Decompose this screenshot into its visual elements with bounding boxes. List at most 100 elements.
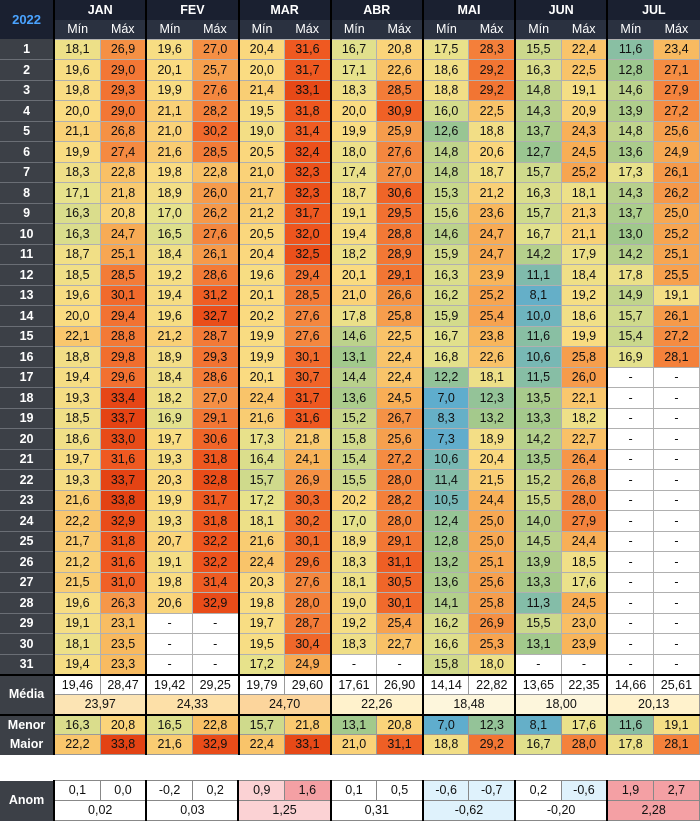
- min-temp-cell: 20,0: [330, 100, 378, 122]
- min-temp-cell: 21,6: [53, 489, 101, 511]
- max-temp-cell: 28,1: [652, 346, 700, 368]
- max-temp-cell: 21,3: [560, 202, 609, 224]
- min-temp-cell: 22,2: [53, 510, 101, 532]
- min-temp-cell: 17,5: [422, 38, 470, 60]
- max-temp-cell: 18,1: [560, 182, 609, 204]
- min-temp-cell: 21,5: [53, 571, 101, 593]
- min-temp-cell: 15,5: [514, 489, 562, 511]
- max-temp-cell: 25,2: [468, 284, 517, 306]
- day-number: 6: [0, 141, 56, 163]
- max-temp-cell: 22,5: [560, 59, 609, 81]
- max-temp-cell: 31,7: [284, 202, 332, 224]
- max-temp-cell: 22,6: [376, 59, 424, 81]
- max-temp-cell: 18,6: [560, 305, 609, 327]
- maior-value: 28,0: [560, 734, 609, 755]
- max-temp-cell: 28,5: [376, 79, 424, 101]
- media-label: Média: [0, 673, 56, 715]
- min-temp-cell: 18,1: [53, 38, 101, 60]
- day-number: 4: [0, 100, 56, 122]
- min-temp-cell: 13,7: [514, 120, 562, 142]
- max-temp-cell: -: [191, 633, 240, 655]
- anom-value: 0,5: [376, 780, 424, 801]
- max-temp-cell: 24,7: [99, 223, 148, 245]
- min-temp-cell: -: [606, 387, 654, 409]
- max-temp-cell: 25,8: [560, 346, 609, 368]
- max-temp-cell: 18,2: [560, 407, 609, 429]
- max-temp-cell: 25,0: [652, 202, 700, 224]
- min-temp-cell: 14,6: [422, 223, 470, 245]
- day-number: 23: [0, 490, 56, 511]
- max-temp-cell: -: [652, 510, 700, 532]
- min-temp-cell: 8,3: [422, 407, 470, 429]
- menor-value: 22,8: [191, 713, 240, 735]
- anom-average: 0,02: [53, 800, 148, 821]
- max-temp-cell: 24,9: [284, 653, 332, 675]
- min-temp-cell: -: [330, 653, 378, 675]
- max-temp-cell: 27,0: [191, 38, 240, 60]
- min-temp-cell: 21,1: [53, 120, 101, 142]
- max-temp-cell: 25,4: [376, 612, 424, 634]
- max-temp-cell: 24,1: [284, 448, 332, 470]
- day-row: 21 19,7 31,6 19,3 31,8 16,4 24,1 15,4 27,2 10,6 20…: [0, 448, 700, 470]
- day-number: 25: [0, 531, 56, 552]
- max-temp-cell: 27,6: [191, 223, 240, 245]
- min-temp-cell: 19,8: [237, 592, 286, 614]
- max-temp-cell: 24,4: [560, 530, 609, 552]
- media-value: 14,66: [606, 673, 654, 695]
- day-row: 26 21,2 31,6 19,1 32,2 22,4 29,6 18,3 31,1 13,2 25…: [0, 551, 700, 573]
- day-number: 29: [0, 613, 56, 634]
- min-temp-cell: 19,8: [145, 571, 193, 593]
- min-temp-cell: 17,0: [145, 202, 193, 224]
- min-temp-cell: 19,2: [330, 612, 378, 634]
- max-temp-cell: 31,4: [284, 120, 332, 142]
- day-row: 6 19,9 27,4 21,6 28,5 20,5 32,4 18,0 27,6 14,8 20,…: [0, 141, 700, 163]
- min-temp-cell: 19,9: [53, 141, 101, 163]
- max-temp-cell: 25,5: [652, 264, 700, 286]
- min-temp-cell: 18,7: [53, 243, 101, 265]
- max-temp-cell: 20,8: [99, 202, 148, 224]
- max-temp-cell: 22,5: [376, 325, 424, 347]
- min-temp-cell: 20,3: [145, 469, 193, 491]
- max-temp-cell: 30,1: [284, 530, 332, 552]
- min-header: Mín: [54, 20, 101, 39]
- max-temp-cell: 31,8: [191, 448, 240, 470]
- min-temp-cell: 19,7: [145, 428, 193, 450]
- day-row: 19 18,5 33,7 16,9 29,1 21,6 31,6 15,2 26,7 8,3 13,…: [0, 407, 700, 429]
- max-temp-cell: 28,5: [99, 264, 148, 286]
- min-temp-cell: 18,3: [330, 79, 378, 101]
- max-temp-cell: 21,8: [284, 428, 332, 450]
- min-temp-cell: 14,0: [514, 510, 562, 532]
- min-temp-cell: 18,5: [53, 407, 101, 429]
- max-temp-cell: 23,8: [468, 325, 517, 347]
- min-temp-cell: 17,2: [237, 653, 286, 675]
- anom-value: 0,2: [514, 780, 562, 801]
- min-temp-cell: -: [606, 510, 654, 532]
- min-temp-cell: 14,5: [514, 530, 562, 552]
- max-temp-cell: 27,0: [376, 161, 424, 183]
- max-temp-cell: 19,2: [560, 284, 609, 306]
- min-temp-cell: 20,4: [237, 38, 286, 60]
- media-average: 18,00: [514, 694, 609, 715]
- day-number: 19: [0, 408, 56, 429]
- max-temp-cell: 30,7: [284, 366, 332, 388]
- max-temp-cell: 26,8: [560, 469, 609, 491]
- max-temp-cell: 33,1: [284, 79, 332, 101]
- max-temp-cell: 24,7: [468, 243, 517, 265]
- menor-value: 7,0: [422, 713, 470, 735]
- max-header: Máx: [192, 20, 240, 39]
- max-temp-cell: 26,7: [376, 407, 424, 429]
- min-temp-cell: 15,7: [606, 305, 654, 327]
- anom-label: Anom: [0, 780, 56, 821]
- min-temp-cell: 10,0: [514, 305, 562, 327]
- min-temp-cell: 16,5: [145, 223, 193, 245]
- media-average: 23,97: [53, 694, 148, 715]
- min-temp-cell: 7,3: [422, 428, 470, 450]
- max-temp-cell: 25,3: [468, 633, 517, 655]
- max-temp-cell: 29,8: [99, 346, 148, 368]
- min-temp-cell: 15,2: [514, 469, 562, 491]
- max-temp-cell: 22,8: [191, 161, 240, 183]
- max-header: Máx: [653, 20, 700, 39]
- day-row: 25 21,7 31,8 20,7 32,2 21,6 30,1 18,9 29,1 12,8 25…: [0, 530, 700, 552]
- min-temp-cell: 14,8: [606, 120, 654, 142]
- anom-value: 0,1: [53, 780, 101, 801]
